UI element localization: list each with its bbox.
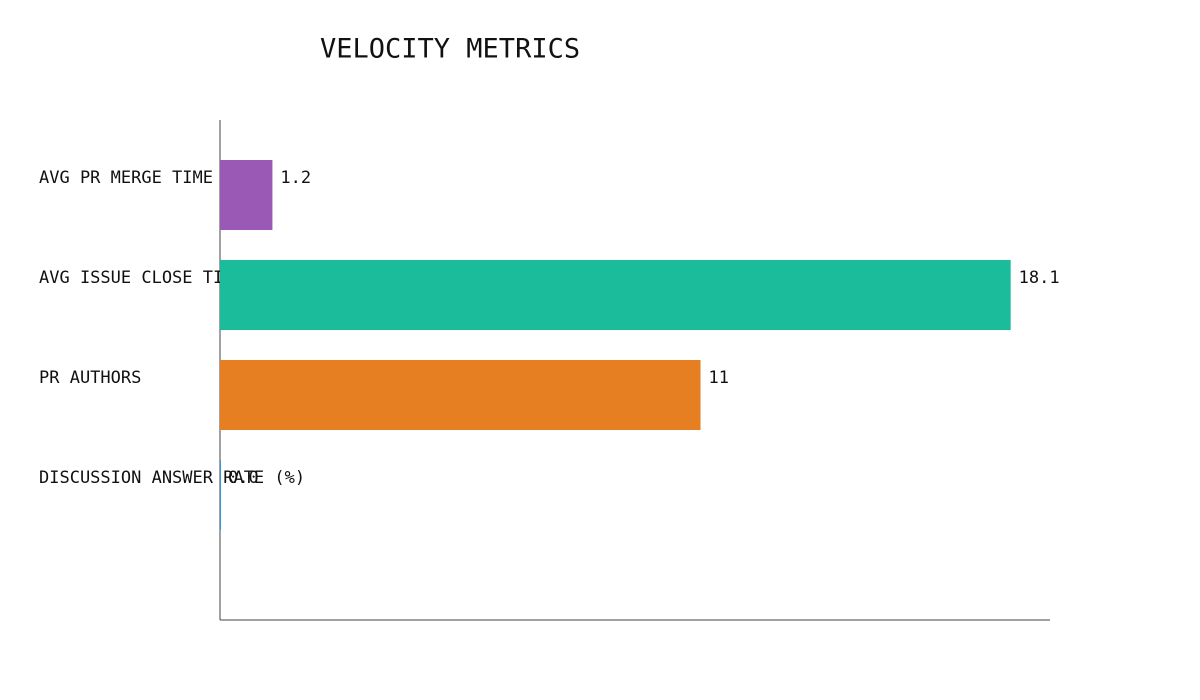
bar [220,360,701,430]
value-label: 11 [709,368,729,388]
bar [220,460,221,530]
value-label: 0.0 [228,468,259,488]
category-label: DISCUSSION ANSWER RATE (%) [39,468,305,488]
chart-title: VELOCITY METRICS [320,34,580,65]
bar [220,260,1011,330]
value-label: 1.2 [280,168,311,188]
category-label: PR AUTHORS [39,368,141,388]
category-label: AVG PR MERGE TIME (HRS) [39,168,274,188]
bar [220,160,273,230]
value-label: 18.1 [1019,268,1060,288]
